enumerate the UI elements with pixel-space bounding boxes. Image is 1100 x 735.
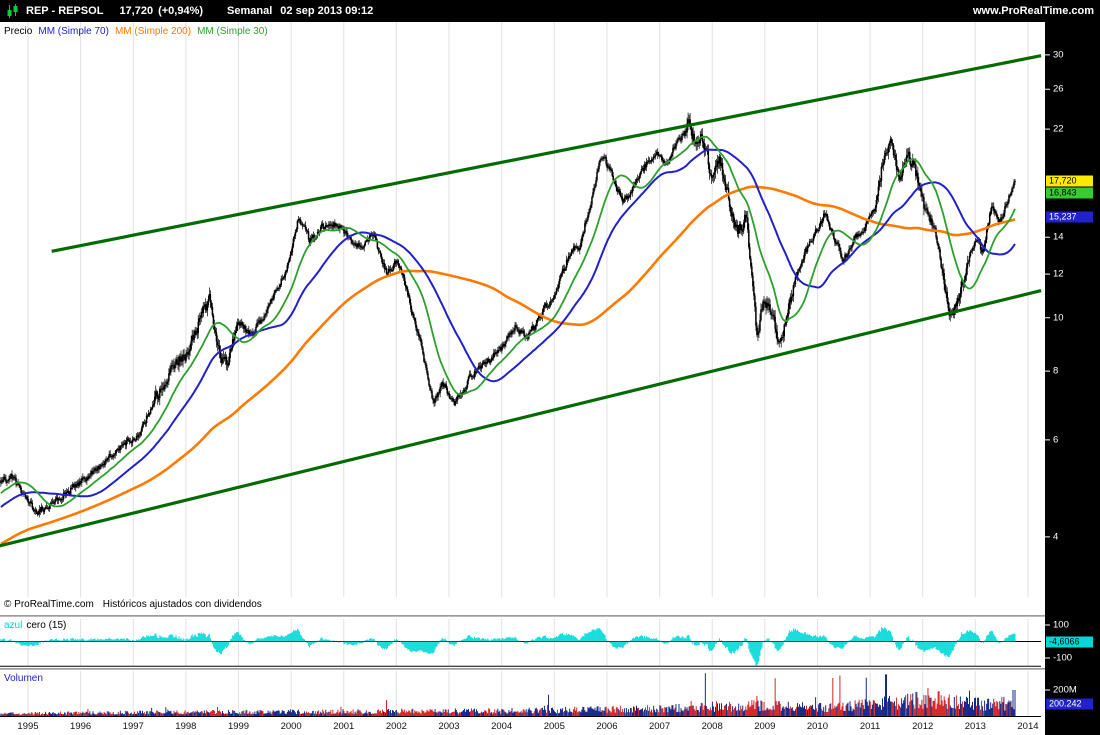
- year-label: 2007: [648, 721, 671, 732]
- year-label: 2013: [964, 721, 986, 732]
- year-label: 1996: [70, 721, 92, 732]
- copyright-line: © ProRealTime.com Históricos ajustados c…: [4, 599, 262, 610]
- candlestick-logo-icon: [6, 3, 19, 19]
- oscillator-name-label: azul: [4, 620, 23, 631]
- year-label: 2005: [543, 721, 565, 732]
- year-label: 1998: [175, 721, 197, 732]
- dividend-adjustment-note: Históricos ajustados con dividendos: [102, 599, 262, 610]
- year-label: 1999: [227, 721, 250, 732]
- volume-legend: Volumen: [4, 673, 43, 684]
- legend-price-label: Precio: [4, 26, 33, 37]
- year-label: 2000: [280, 721, 302, 732]
- last-price: 17,720: [119, 5, 154, 17]
- year-label: 2004: [491, 721, 513, 732]
- timeframe-label: Semanal: [227, 5, 273, 17]
- year-label: 2003: [438, 721, 460, 732]
- time-axis[interactable]: 1995 1996 1997 1998 1999 2000 2001 2002 2003 2004…: [0, 717, 1045, 735]
- year-label: 2010: [806, 721, 829, 732]
- legend-ma30-label: MM (Simple 30): [197, 26, 268, 37]
- year-label: 2001: [333, 721, 355, 732]
- year-label: 2011: [859, 721, 881, 732]
- price-axis-strip[interactable]: [1045, 0, 1100, 735]
- year-label: 2009: [754, 721, 776, 732]
- volume-value-box: 200.242: [1046, 698, 1093, 710]
- price-change: (+0,94%): [158, 5, 204, 17]
- overlay-legend: Precio MM (Simple 70) MM (Simple 200) MM…: [4, 26, 268, 37]
- website-link[interactable]: www.ProRealTime.com: [972, 5, 1094, 17]
- last-price-box: 17,720: [1046, 175, 1093, 187]
- oscillator-params-label: cero (15): [26, 620, 67, 631]
- instrument-name: REP - REPSOL: [26, 5, 104, 17]
- year-label: 2002: [385, 721, 407, 732]
- titlebar: REP - REPSOL 17,720 (+0,94%) Semanal 02 …: [0, 0, 1100, 22]
- legend-ma70-label: MM (Simple 70): [38, 26, 109, 37]
- ma30-value-box: 16,843: [1046, 187, 1093, 199]
- legend-ma200-label: MM (Simple 200): [114, 26, 192, 37]
- year-label: 2014: [1017, 721, 1039, 732]
- ma70-value-box: 15,237: [1046, 211, 1093, 223]
- copyright-text: © ProRealTime.com: [4, 599, 94, 610]
- year-label: 1997: [122, 721, 144, 732]
- year-label: 2008: [701, 721, 723, 732]
- oscillator-legend: azul cero (15): [4, 620, 66, 631]
- year-label: 2006: [596, 721, 618, 732]
- year-label: 2012: [912, 721, 934, 732]
- oscillator-value-box: -4,6066: [1046, 636, 1093, 648]
- datetime-label: 02 sep 2013 09:12: [280, 5, 374, 17]
- year-label: 1995: [17, 721, 39, 732]
